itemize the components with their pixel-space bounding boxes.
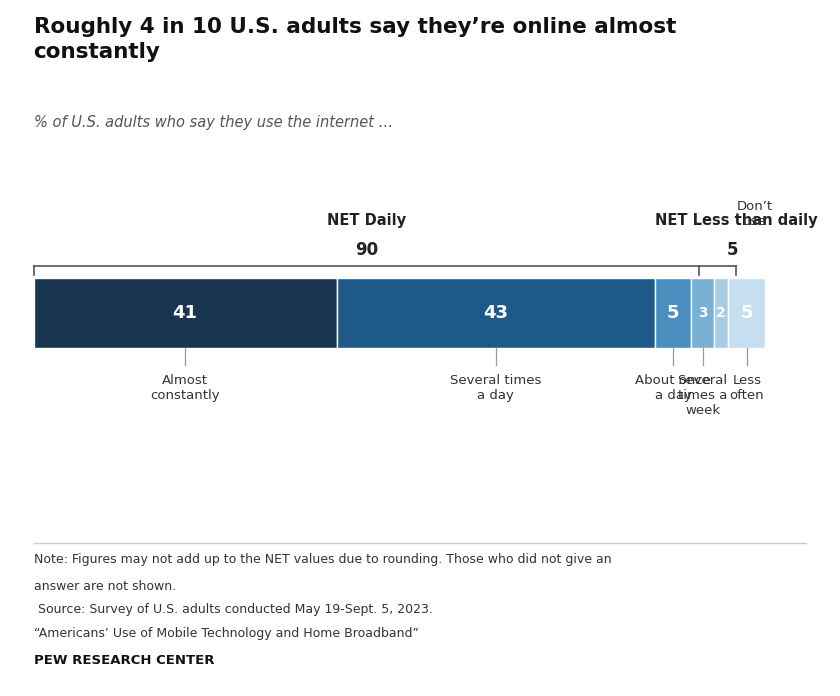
Text: 43: 43 [483, 304, 508, 322]
Bar [337, 278, 654, 348]
Text: % of U.S. adults who say they use the internet …: % of U.S. adults who say they use the in… [34, 115, 393, 130]
Text: 41: 41 [173, 304, 197, 322]
Text: Roughly 4 in 10 U.S. adults say they’re online almost
constantly: Roughly 4 in 10 U.S. adults say they’re … [34, 17, 676, 62]
Text: PEW RESEARCH CENTER: PEW RESEARCH CENTER [34, 654, 214, 667]
Text: Almost
constantly: Almost constantly [150, 374, 220, 402]
Text: Note: Figures may not add up to the NET values due to rounding. Those who did no: Note: Figures may not add up to the NET … [34, 553, 612, 567]
Text: 5: 5 [667, 304, 680, 322]
Text: 5: 5 [727, 241, 738, 259]
Bar [34, 278, 337, 348]
Text: 5: 5 [741, 304, 753, 322]
Text: Several
times a
week: Several times a week [678, 374, 727, 417]
Text: Don’t
use: Don’t use [736, 200, 773, 228]
Text: About once
a day: About once a day [635, 374, 711, 402]
Bar [691, 278, 714, 348]
Text: Source: Survey of U.S. adults conducted May 19-Sept. 5, 2023.: Source: Survey of U.S. adults conducted … [34, 603, 433, 617]
Text: answer are not shown.: answer are not shown. [34, 580, 176, 593]
Text: 3: 3 [698, 306, 707, 320]
Bar [728, 278, 765, 348]
Bar [654, 278, 691, 348]
Text: Several times
a day: Several times a day [450, 374, 541, 402]
Text: 90: 90 [354, 241, 378, 259]
Bar [714, 278, 728, 348]
Text: “Americans’ Use of Mobile Technology and Home Broadband”: “Americans’ Use of Mobile Technology and… [34, 627, 418, 640]
Text: NET Daily: NET Daily [327, 212, 406, 228]
Text: 2: 2 [717, 306, 726, 320]
Text: Less
often: Less often [730, 374, 764, 402]
Text: NET Less than daily: NET Less than daily [654, 212, 817, 228]
